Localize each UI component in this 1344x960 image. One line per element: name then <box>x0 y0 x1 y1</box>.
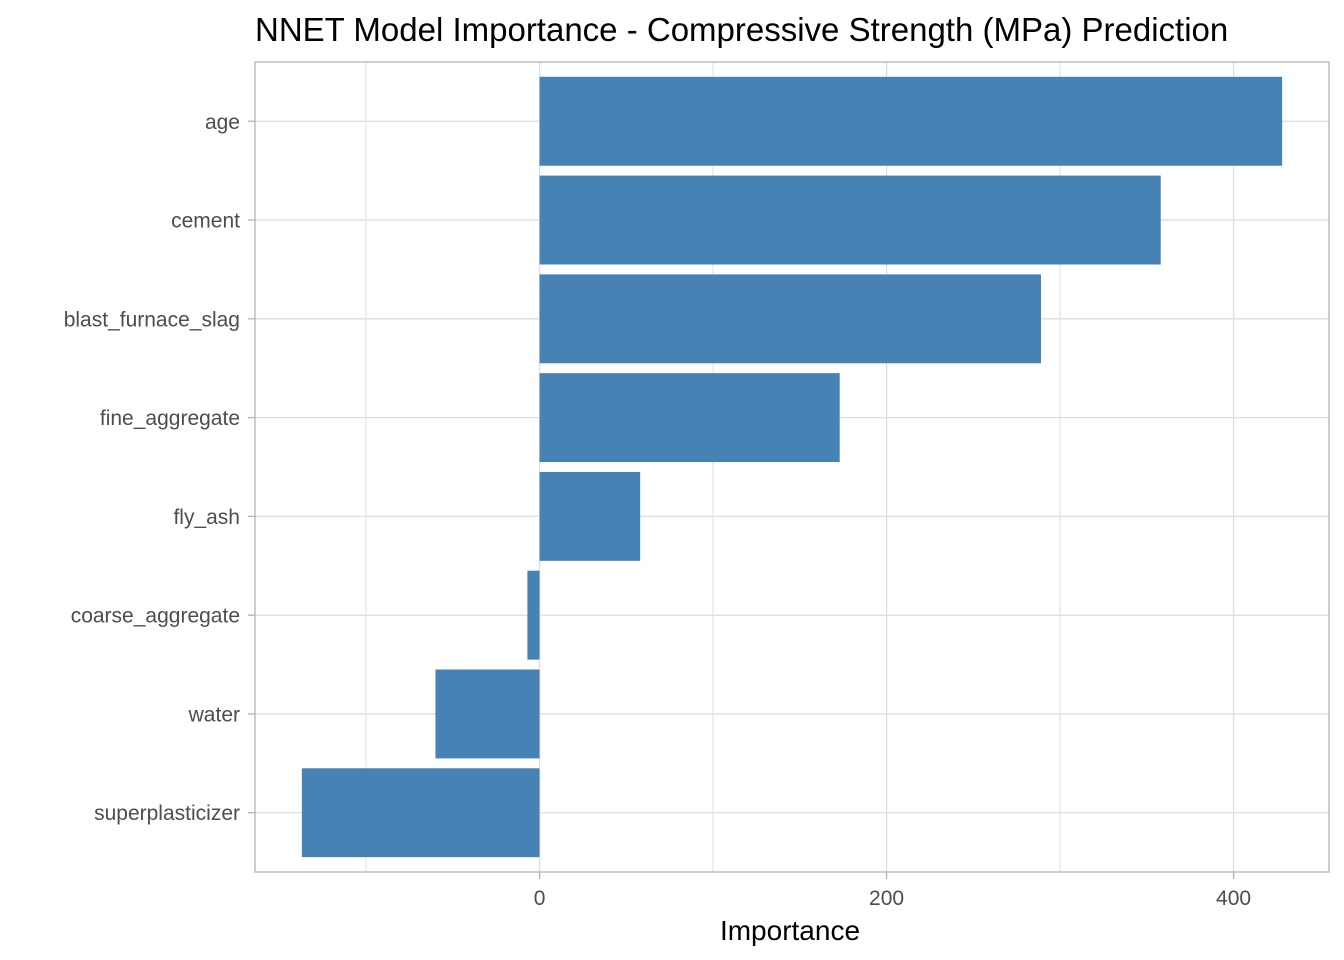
y-tick-label: cement <box>171 210 240 233</box>
y-axis-ticks: age cement blast_furnace_slag fine_aggregat… <box>64 111 255 825</box>
y-tick-label: water <box>188 703 240 726</box>
bar-cement <box>539 175 1161 265</box>
y-tick-label: age <box>205 111 240 134</box>
chart-title: NNET Model Importance - Compressive Stre… <box>255 11 1228 48</box>
y-tick-label: blast_furnace_slag <box>64 308 240 331</box>
panel-border <box>254 61 1330 873</box>
x-tick-label: 400 <box>1216 887 1251 910</box>
bar-fly-ash <box>539 471 641 561</box>
x-tick-label: 200 <box>869 887 904 910</box>
y-tick-label: fine_aggregate <box>100 407 240 430</box>
bar-age <box>539 76 1283 166</box>
y-tick-label: fly_ash <box>173 506 240 529</box>
bar-fine-aggregate <box>539 373 840 463</box>
x-axis-title: Importance <box>720 915 860 946</box>
major-gridlines <box>255 62 1329 872</box>
bars <box>301 76 1283 858</box>
bar-superplasticizer <box>301 768 540 858</box>
y-tick-label: superplasticizer <box>94 802 240 825</box>
bar-water <box>435 669 540 759</box>
bar-blast-furnace-slag <box>539 274 1041 364</box>
y-tick-label: coarse_aggregate <box>71 605 240 628</box>
x-tick-label: 0 <box>534 887 546 910</box>
x-axis-ticks: 0 200 400 <box>534 872 1251 910</box>
bar-coarse-aggregate <box>527 570 540 660</box>
